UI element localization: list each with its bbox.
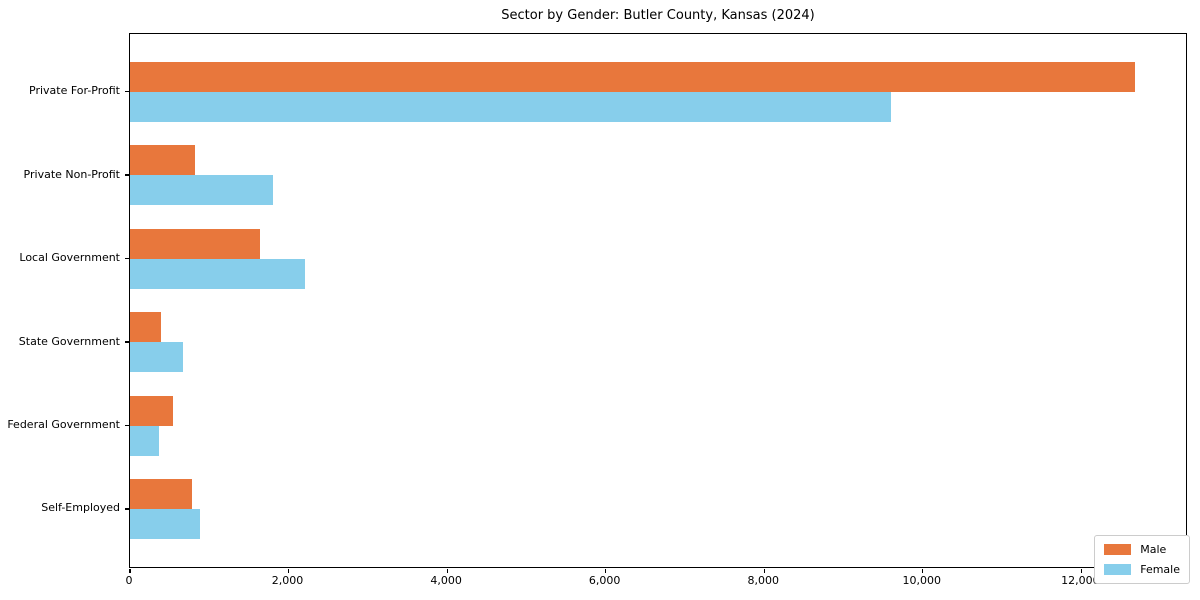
y-tick-label-private-for-profit: Private For-Profit bbox=[29, 84, 120, 98]
y-tick-mark bbox=[124, 341, 129, 343]
legend-item-female: Female bbox=[1104, 563, 1180, 576]
y-tick-label-local-government: Local Government bbox=[19, 251, 120, 265]
x-tick-mark bbox=[763, 568, 765, 573]
legend-item-male: Male bbox=[1104, 543, 1180, 556]
x-tick-mark bbox=[446, 568, 448, 573]
x-tick-mark bbox=[129, 568, 131, 573]
x-tick-label-10000: 10,000 bbox=[902, 574, 942, 587]
female-legend-swatch bbox=[1104, 564, 1132, 575]
x-tick-mark bbox=[605, 568, 607, 573]
chart-title: Sector by Gender: Butler County, Kansas … bbox=[501, 8, 815, 23]
y-tick-label-self-employed: Self-Employed bbox=[41, 501, 120, 515]
bar-male-private-for-profit bbox=[130, 61, 1136, 92]
male-legend-swatch bbox=[1104, 544, 1132, 555]
legend: Male Female bbox=[1094, 535, 1190, 584]
bar-male-federal-government bbox=[130, 395, 173, 426]
bar-female-federal-government bbox=[130, 425, 159, 456]
female-legend-label: Female bbox=[1140, 563, 1180, 576]
y-tick-mark bbox=[124, 424, 129, 427]
x-tick-label-12000: 12,000 bbox=[1061, 574, 1100, 587]
y-tick-mark bbox=[124, 174, 129, 176]
bar-female-private-for-profit bbox=[130, 91, 892, 122]
x-tick-label-0: 0 bbox=[125, 574, 133, 587]
x-tick-label-8000: 8,000 bbox=[747, 574, 779, 587]
x-tick-label-6000: 6,000 bbox=[588, 574, 621, 587]
bar-male-self-employed bbox=[130, 478, 192, 509]
bar-female-private-non-profit bbox=[130, 175, 273, 206]
bar-male-state-government bbox=[130, 312, 161, 343]
x-tick-mark bbox=[1080, 568, 1082, 573]
male-legend-label: Male bbox=[1140, 543, 1167, 556]
y-tick-label-state-government: State Government bbox=[18, 334, 120, 348]
bar-female-state-government bbox=[130, 342, 184, 373]
x-tick-mark bbox=[922, 568, 924, 573]
bar-female-self-employed bbox=[130, 508, 200, 539]
bar-male-private-non-profit bbox=[130, 145, 195, 176]
x-tick-label-2000: 2,000 bbox=[271, 574, 304, 587]
x-tick-label-4000: 4,000 bbox=[430, 574, 462, 587]
bar-male-local-government bbox=[130, 228, 261, 259]
y-tick-mark bbox=[124, 508, 129, 510]
x-tick-mark bbox=[287, 568, 290, 573]
y-tick-label-private-non-profit: Private Non-Profit bbox=[23, 167, 120, 181]
bar-female-local-government bbox=[130, 258, 306, 289]
plot-area bbox=[124, 33, 1187, 573]
y-tick-label-federal-government: Federal Government bbox=[7, 418, 120, 432]
y-tick-mark bbox=[124, 91, 129, 93]
y-tick-mark bbox=[124, 257, 129, 260]
